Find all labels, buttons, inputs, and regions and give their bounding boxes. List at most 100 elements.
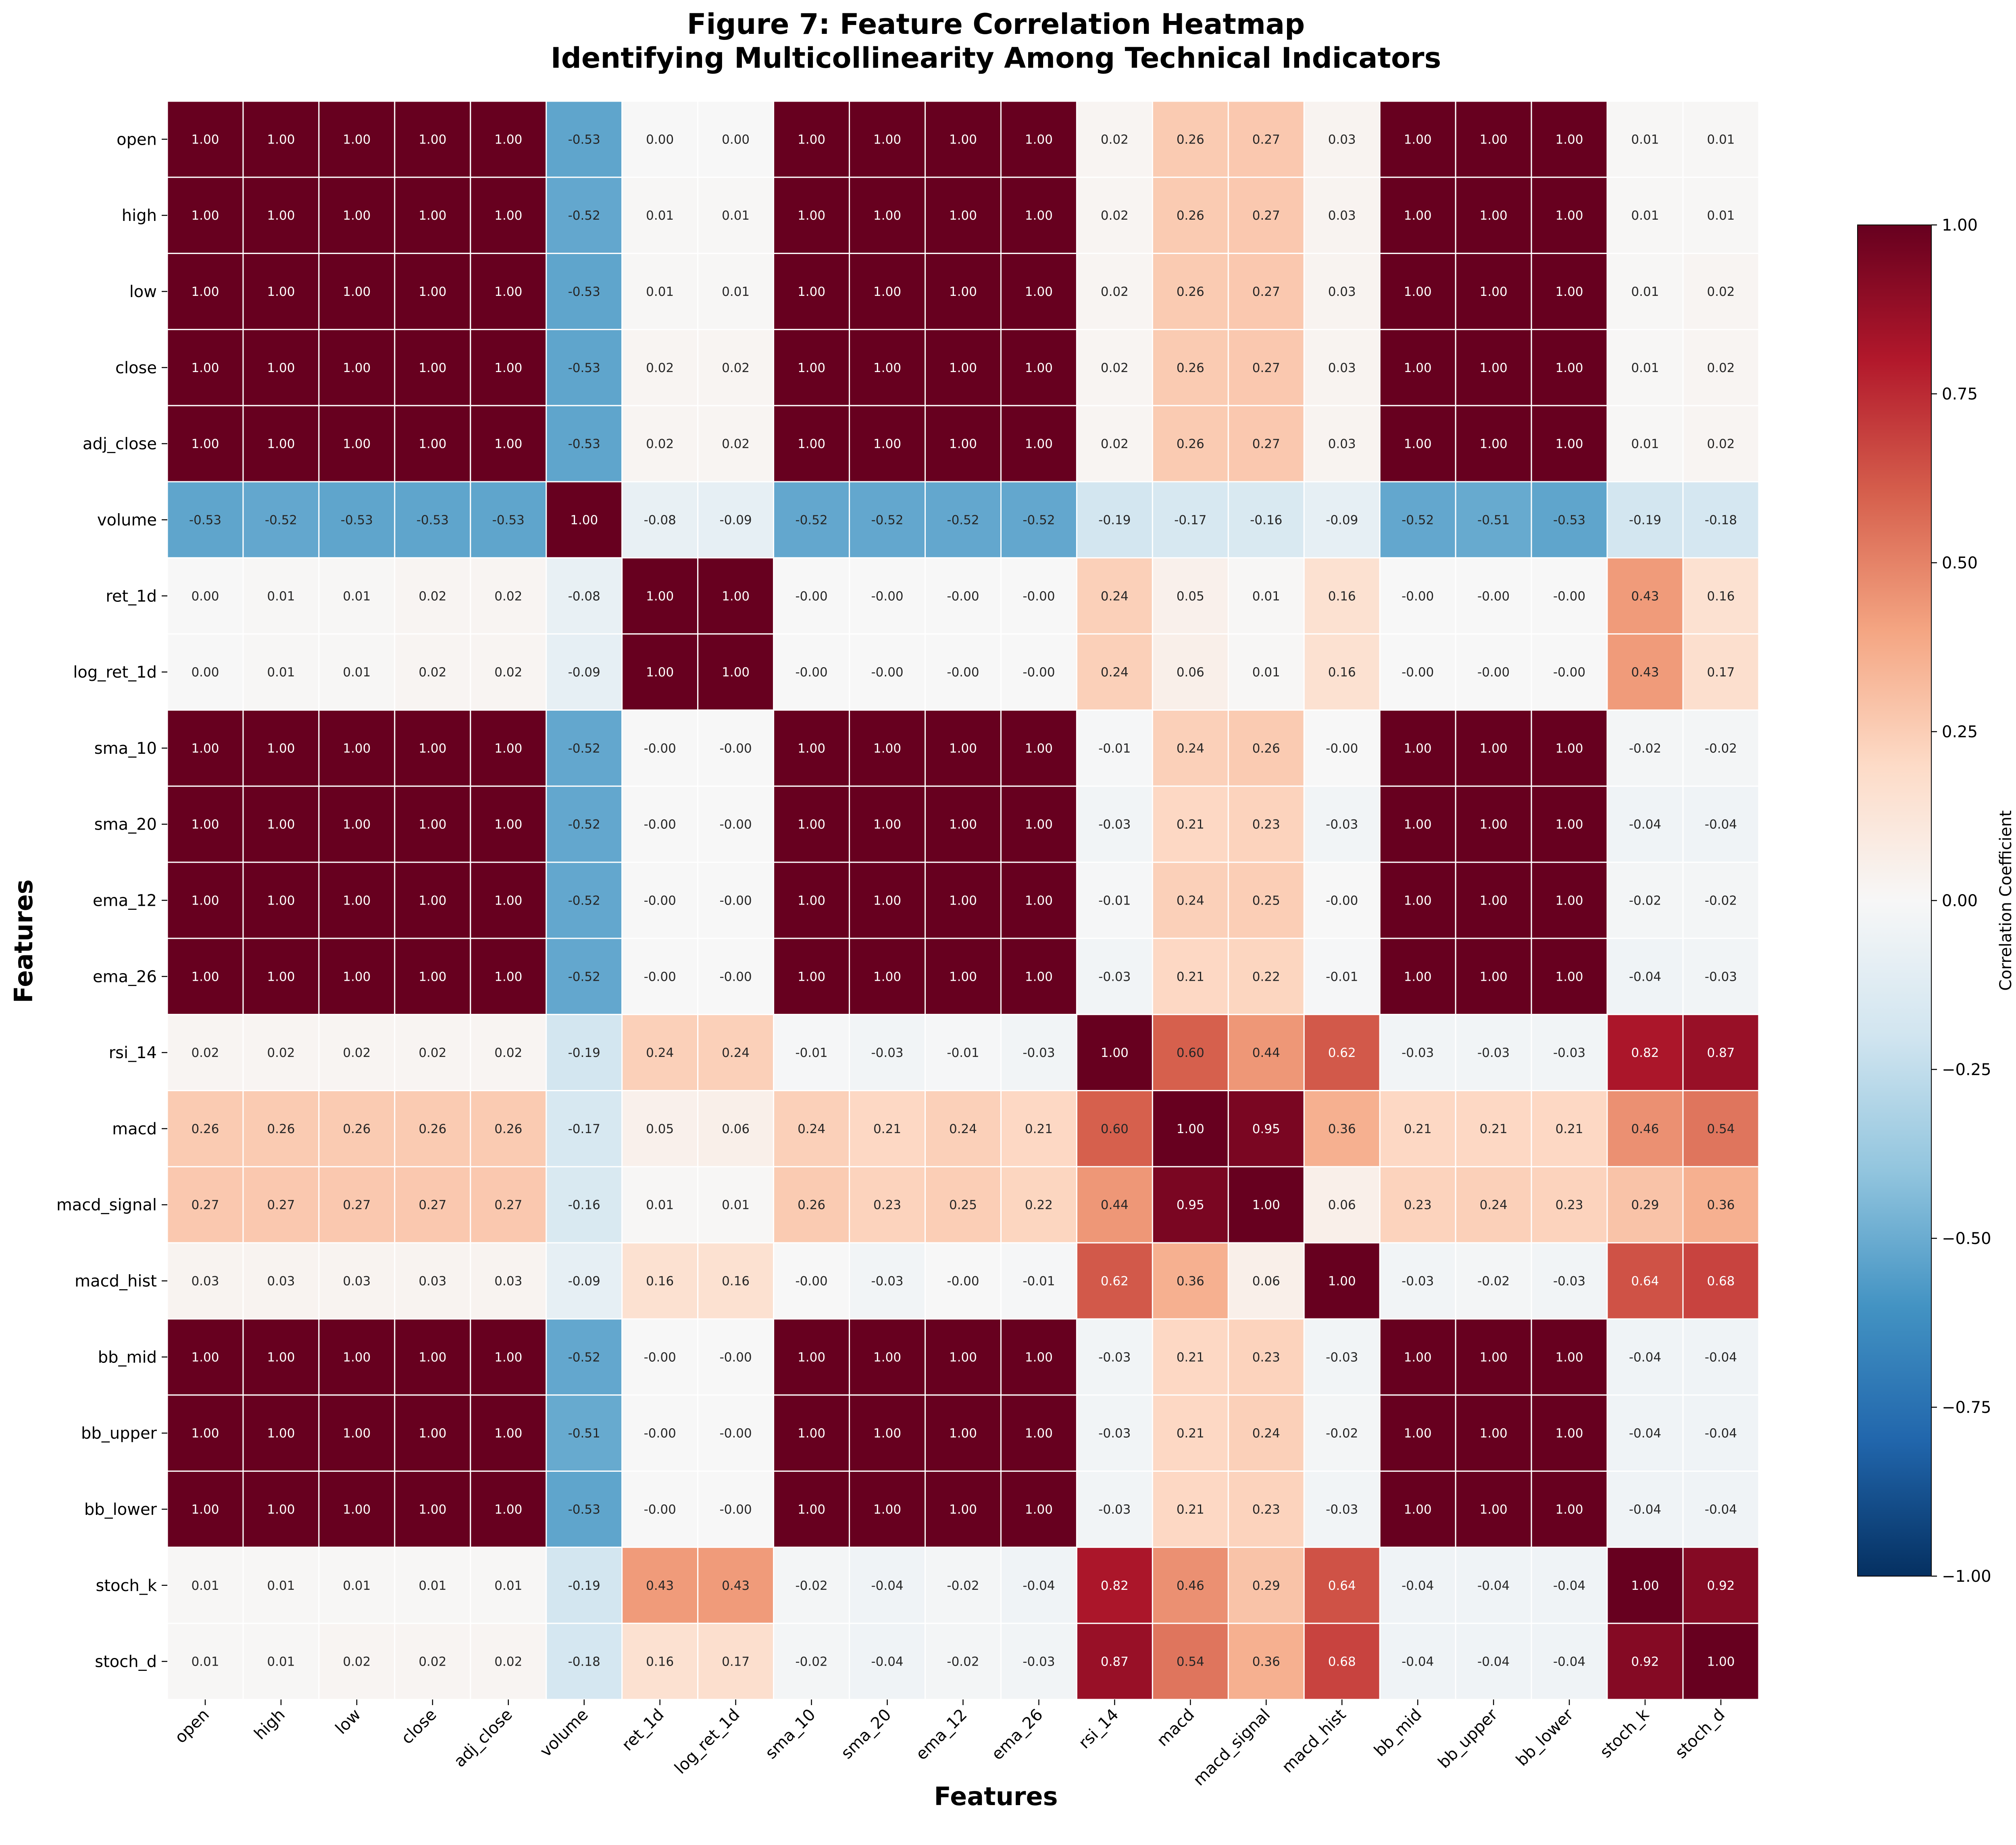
cell-value-label: 1.00 [1404, 208, 1432, 223]
heatmap-cell-macd-log_ret_1d [697, 1090, 775, 1167]
heatmap-cell-adj_close-open [167, 405, 244, 483]
heatmap-cell-sma_10-stoch_k [1606, 709, 1684, 787]
cell-value-label: 1.00 [798, 969, 825, 984]
cell-value-label: 0.26 [494, 1122, 522, 1136]
cell-value-label: 1.00 [1556, 361, 1583, 375]
cell-value-label: 1.00 [1404, 285, 1432, 299]
cell-value-label: 1.00 [798, 437, 825, 451]
cell-value-label: 0.43 [646, 1579, 674, 1593]
heatmap-cell-ret_1d-sma_20 [849, 557, 926, 635]
cell-value-label: -0.19 [568, 1579, 600, 1593]
cell-value-label: 0.68 [1328, 1655, 1356, 1669]
cell-value-label: 1.00 [1025, 894, 1053, 908]
cell-value-label: 1.00 [949, 1426, 977, 1441]
cell-value-label: -0.04 [1629, 1426, 1661, 1441]
cell-value-label: 1.00 [1556, 132, 1583, 147]
heatmap-cell-labels: 1.00 1.00 1.00 1.00 1.00 -0.53 0.00 0.00 1.00 1.0… [189, 132, 1737, 1669]
heatmap-cell-sma_20-bb_upper [1455, 785, 1532, 863]
cell-value-label: 0.36 [1252, 1655, 1280, 1669]
cell-value-label: 1.00 [494, 285, 522, 299]
heatmap-cell-macd-high [242, 1090, 320, 1167]
cell-value-label: 0.01 [646, 285, 674, 299]
cell-value-label: -0.02 [795, 1655, 827, 1669]
heatmap-cell-macd-stoch_k [1606, 1090, 1684, 1167]
cell-value-label: 0.25 [1252, 894, 1280, 908]
cell-value-label: 0.01 [1631, 132, 1659, 147]
cell-value-label: -0.19 [1629, 513, 1661, 527]
heatmap-cell-volume-low [318, 481, 396, 559]
heatmap-cell-adj_close-bb_mid [1379, 405, 1456, 483]
heatmap-cell-adj_close-log_ret_1d [697, 405, 775, 483]
heatmap-cell-bb_lower-high [242, 1471, 320, 1548]
heatmap-cell-macd-macd [1152, 1090, 1229, 1167]
cell-value-label: 1.00 [873, 1350, 901, 1365]
y-tick-label-sma_10: sma_10 [94, 739, 157, 758]
cell-value-label: 1.00 [873, 741, 901, 756]
cell-value-label: 1.00 [1556, 285, 1583, 299]
heatmap-cell-close-rsi_14 [1076, 329, 1153, 406]
y-tick-label-bb_lower: bb_lower [84, 1500, 157, 1519]
cell-value-label: 0.02 [494, 1655, 522, 1669]
heatmap-cell-stoch_d-bb_upper [1455, 1622, 1532, 1700]
heatmap-cell-log_ret_1d-high [242, 633, 320, 711]
cell-value-label: 1.00 [267, 208, 295, 223]
cell-value-label: 1.00 [419, 361, 446, 375]
cell-value-label: 1.00 [267, 132, 295, 147]
heatmap-cell-sma_10-ret_1d [621, 709, 699, 787]
cell-value-label: -0.00 [1023, 665, 1055, 680]
cell-value-label: 0.02 [722, 437, 750, 451]
cell-value-label: -0.00 [644, 1426, 676, 1441]
heatmap-cell-bb_mid-low [318, 1318, 396, 1396]
cell-value-label: 0.27 [343, 1198, 371, 1213]
y-tick-label-stoch_d: stoch_d [95, 1653, 157, 1671]
heatmap-cell-ret_1d-ema_12 [925, 557, 1002, 635]
cell-value-label: 0.62 [1328, 1046, 1356, 1060]
cell-value-label: 1.00 [494, 817, 522, 832]
cell-value-label: -0.18 [1705, 513, 1737, 527]
heatmap-cell-macd_hist-ret_1d [621, 1242, 699, 1320]
cell-value-label: 1.00 [873, 132, 901, 147]
heatmap-cell-ret_1d-open [167, 557, 244, 635]
cell-value-label: 1.00 [191, 1426, 219, 1441]
cell-value-label: 0.21 [1480, 1122, 1508, 1136]
heatmap-cell-ema_12-volume [546, 861, 623, 939]
heatmap-cell-macd_signal-macd_signal [1227, 1166, 1305, 1244]
colorbar [1857, 225, 1932, 1577]
cell-value-label: 0.02 [1707, 361, 1735, 375]
cell-value-label: 1.00 [1025, 208, 1053, 223]
colorbar-tick-label: −0.50 [1942, 1229, 1991, 1248]
heatmap-cell-macd_hist-stoch_d [1682, 1242, 1760, 1320]
heatmap-cell-low-volume [546, 253, 623, 330]
heatmap-cell-ema_26-stoch_k [1606, 938, 1684, 1015]
heatmap-cell-bb_lower-bb_mid [1379, 1471, 1456, 1548]
heatmap-cell-stoch_d-low [318, 1622, 396, 1700]
cell-value-label: 0.26 [798, 1198, 825, 1213]
cell-value-label: 1.00 [191, 894, 219, 908]
cell-value-label: 1.00 [1328, 1274, 1356, 1289]
heatmap-cell-macd_hist-high [242, 1242, 320, 1320]
heatmap-cell-bb_upper-volume [546, 1394, 623, 1472]
cell-value-label: 0.36 [1707, 1198, 1735, 1213]
cell-value-label: 0.27 [494, 1198, 522, 1213]
heatmap-cell-adj_close-volume [546, 405, 623, 483]
cell-value-label: 1.00 [798, 361, 825, 375]
cell-value-label: -0.51 [568, 1426, 600, 1441]
heatmap-cell-log_ret_1d-volume [546, 633, 623, 711]
cell-value-label: 1.00 [873, 1502, 901, 1517]
cell-value-label: 1.00 [494, 894, 522, 908]
cell-value-label: -0.08 [644, 513, 676, 527]
heatmap-cell-sma_10-high [242, 709, 320, 787]
cell-value-label: 0.02 [343, 1046, 371, 1060]
cell-value-label: -0.53 [568, 1502, 600, 1517]
cell-value-label: 1.00 [343, 1350, 371, 1365]
heatmap-cell-adj_close-adj_close [470, 405, 547, 483]
cell-value-label: -0.02 [1629, 894, 1661, 908]
heatmap-cell-open-sma_10 [773, 100, 850, 178]
cell-value-label: 0.23 [1252, 1502, 1280, 1517]
heatmap-cell-rsi_14-sma_10 [773, 1014, 850, 1092]
heatmap-cell-adj_close-ret_1d [621, 405, 699, 483]
cell-value-label: 0.02 [1101, 437, 1129, 451]
cell-value-label: 0.26 [267, 1122, 295, 1136]
cell-value-label: -0.52 [871, 513, 903, 527]
heatmap-cell-stoch_k-ret_1d [621, 1546, 699, 1624]
